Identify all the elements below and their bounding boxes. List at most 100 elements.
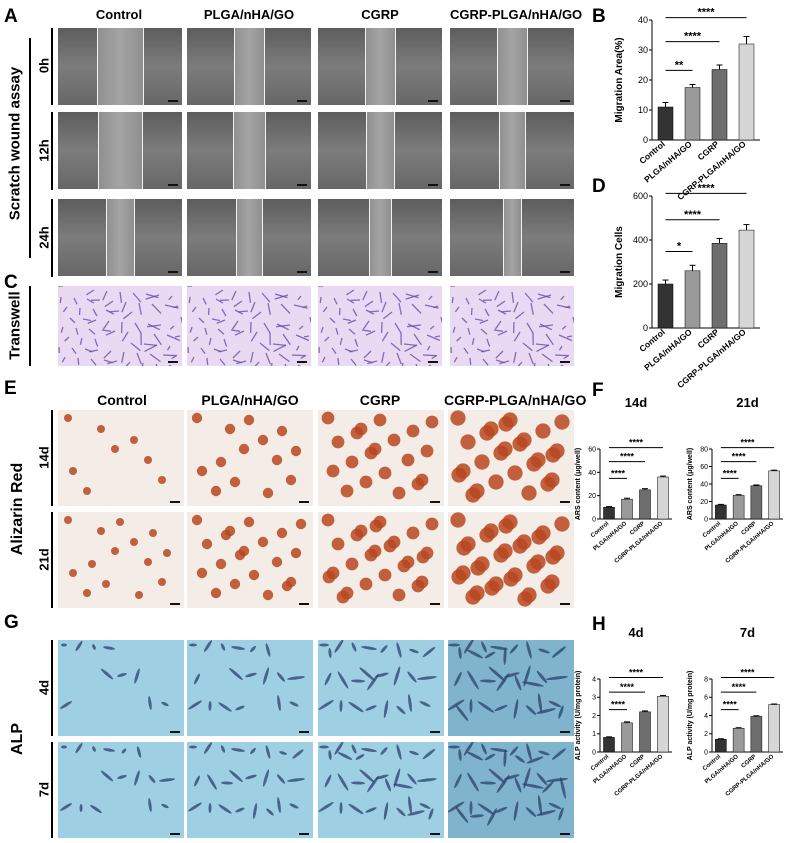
y-tick-label: 20 (700, 499, 708, 506)
panel-letter-e: E (4, 378, 17, 399)
scale-bar (560, 100, 570, 102)
y-tick-label: 0 (592, 516, 596, 523)
row-bracket-4d (51, 640, 53, 736)
y-tick-label: 400 (633, 235, 648, 245)
column-header-plga: PLGA/nHA/GO (203, 7, 295, 22)
y-tick-label: 2 (592, 713, 596, 720)
scratch-image (450, 28, 574, 105)
bar (711, 69, 728, 141)
scratch-image (187, 28, 311, 105)
scale-bar (428, 184, 438, 186)
scratch-edge-line (142, 112, 143, 189)
alp-image (448, 742, 574, 838)
ars-column-header-cgrp-plga: CGRP-PLGA/nHA/GO (444, 392, 587, 408)
scratch-edge-line (97, 28, 98, 105)
y-tick-label: 600 (633, 191, 648, 201)
transwell-image (187, 286, 311, 366)
scale-bar (168, 271, 178, 273)
scale-bar (560, 731, 570, 733)
scratch-edge-line (106, 199, 107, 276)
scratch-edge-line (525, 112, 526, 189)
transwell-bracket (29, 286, 31, 366)
y-tick-label: 0 (592, 749, 596, 756)
y-tick-label: 1 (592, 731, 596, 738)
scale-bar (297, 361, 307, 363)
scratch-edge-line (143, 28, 144, 105)
panel-letter-g: G (4, 612, 19, 633)
scale-bar (428, 271, 438, 273)
alp-image (318, 742, 444, 838)
scratch-image (318, 112, 442, 189)
bar (715, 738, 727, 753)
significance-label: **** (684, 31, 702, 43)
y-tick-label: 4 (592, 676, 596, 683)
scratch-image (58, 199, 182, 276)
scratch-edge-line (234, 28, 235, 105)
panel-letter-b: B (592, 6, 606, 27)
scratch-edge-line (395, 28, 396, 105)
scratch-gap (233, 112, 265, 189)
row-bracket-7d (51, 742, 53, 838)
bar (603, 507, 615, 520)
scratch-edge-line (521, 199, 522, 276)
bar (657, 106, 674, 141)
chart-title: 4d (628, 625, 643, 640)
significance-label: **** (740, 668, 755, 678)
scratch-gap (365, 28, 395, 105)
panel-letter-f: F (592, 380, 604, 401)
bar (657, 283, 674, 329)
scratch-edge-line (233, 112, 234, 189)
significance-label: **** (732, 452, 747, 462)
y-tick-label: 2 (704, 731, 708, 738)
row-bracket-21d (51, 512, 53, 608)
scratch-image (58, 28, 182, 105)
scratch-edge-line (236, 199, 237, 276)
scale-bar (299, 603, 309, 605)
significance-label: **** (629, 668, 644, 678)
scale-bar (560, 603, 570, 605)
y-tick-label: 40 (588, 470, 596, 477)
y-tick-label: 60 (588, 446, 596, 453)
y-tick-label: 0 (704, 749, 708, 756)
scratch-image (187, 199, 311, 276)
y-axis-label: Migration Area(%) (614, 37, 625, 122)
scratch-gap (236, 199, 262, 276)
ars-column-header-cgrp: CGRP (359, 392, 401, 408)
scratch-edge-line (365, 28, 366, 105)
column-header-cgrp-plga: CGRP-PLGA/nHA/GO (450, 7, 583, 22)
scale-bar (297, 271, 307, 273)
transwell-image (58, 286, 182, 366)
significance-label: **** (732, 682, 747, 692)
chart-title: 21d (736, 395, 758, 410)
bar (750, 716, 763, 753)
scale-bar (170, 731, 180, 733)
scratch-gap (503, 199, 521, 276)
column-header-control: Control (95, 7, 143, 22)
bar (621, 722, 633, 753)
chart-title: 7d (740, 625, 755, 640)
significance-label: **** (620, 452, 635, 462)
significance-label: **** (629, 438, 644, 448)
scale-bar (560, 501, 570, 503)
alp-image (187, 640, 313, 736)
scale-bar (170, 833, 180, 835)
ars-column-header-plga: PLGA/nHA/GO (201, 392, 299, 408)
scale-bar (560, 361, 570, 363)
scratch-edge-line (391, 199, 392, 276)
alp-image (58, 640, 184, 736)
alp-image (448, 640, 574, 736)
y-tick-label: 20 (638, 75, 648, 85)
column-header-cgrp: CGRP (361, 7, 399, 22)
bar (750, 485, 763, 520)
bar (684, 270, 701, 329)
y-axis-label: ALP activity (U/mg protein) (687, 671, 694, 761)
scale-bar (428, 100, 438, 102)
row-bracket-14d (51, 410, 53, 506)
y-tick-label: 0 (704, 516, 708, 523)
significance-label: **** (723, 468, 738, 478)
bar (603, 737, 615, 753)
significance-label: **** (611, 700, 626, 710)
significance-label: **** (697, 7, 715, 19)
